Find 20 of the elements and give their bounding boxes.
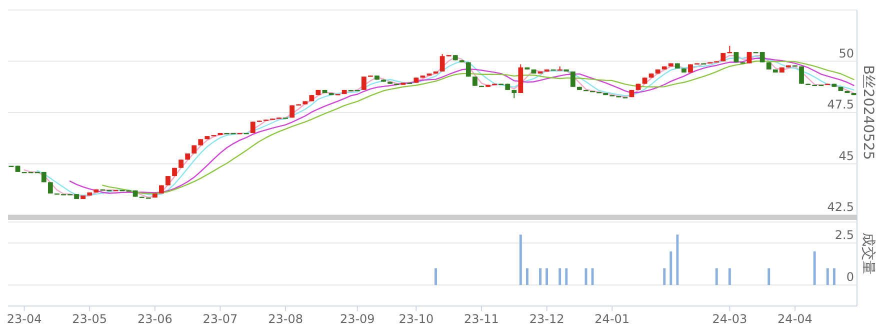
y-tick-label: 2.5 — [834, 228, 854, 242]
y-tick-label: 47.5 — [827, 98, 854, 112]
x-tick-label: 23-07 — [202, 312, 238, 326]
x-tick-label: 24-03 — [712, 312, 748, 326]
y-axis-title: B丝20240525 — [860, 65, 876, 160]
x-tick-label: 23-04 — [6, 312, 42, 326]
x-tick-label: 23-11 — [464, 312, 499, 326]
x-tick-label: 23-09 — [340, 312, 375, 326]
y-tick-label: 50 — [838, 46, 854, 60]
x-tick-label: 23-12 — [529, 312, 564, 326]
y-axis-title: 成交量 — [860, 232, 876, 274]
y-tick-label: 45 — [838, 148, 854, 163]
x-tick-label: 24-01 — [594, 312, 630, 326]
x-tick-label: 24-04 — [778, 312, 812, 326]
x-tick-label: 23-10 — [398, 312, 434, 326]
y-tick-label: 0 — [846, 270, 854, 284]
x-tick-label: 23-08 — [268, 312, 303, 326]
x-tick-label: 23-05 — [72, 312, 108, 326]
x-tick-label: 23-06 — [137, 312, 172, 326]
y-tick-label: 42.5 — [827, 200, 854, 214]
